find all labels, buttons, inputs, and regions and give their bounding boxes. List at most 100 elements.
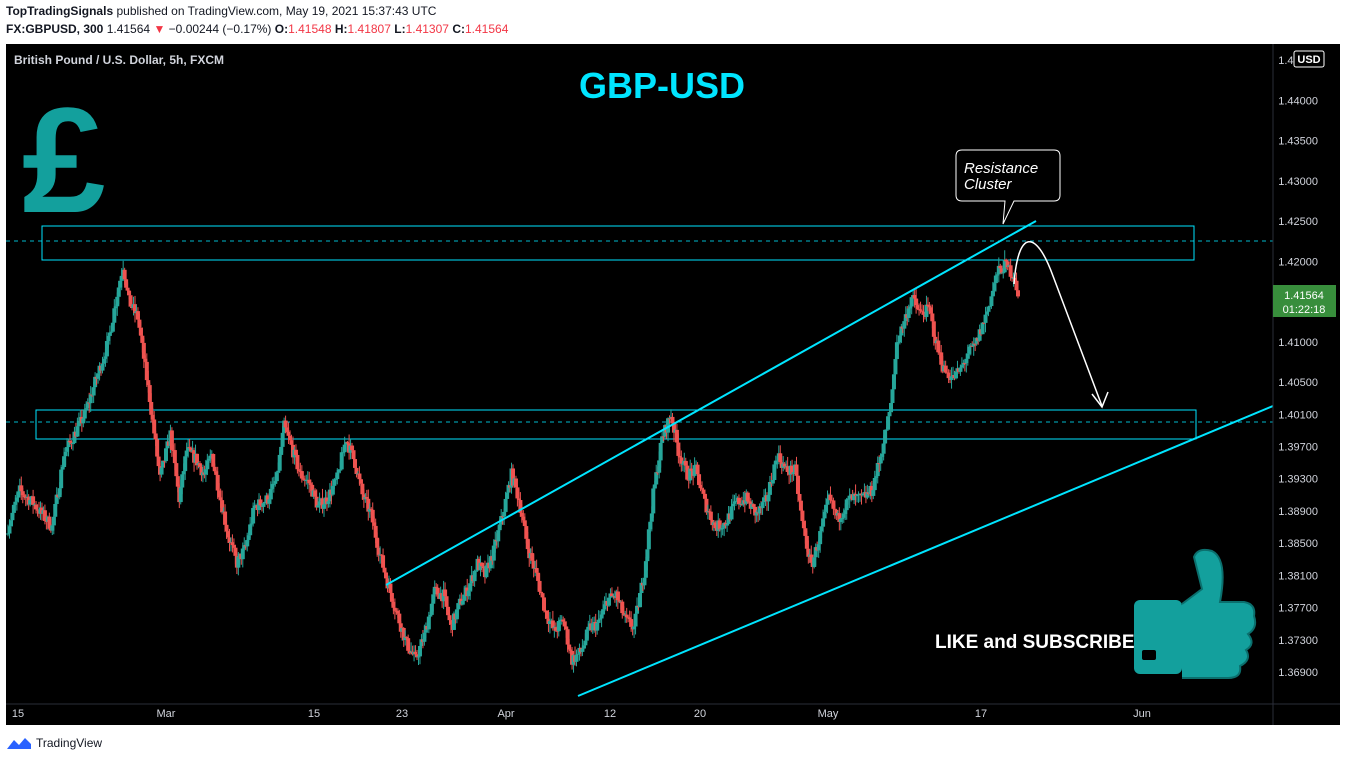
candle-body [110, 322, 115, 332]
candle-body [925, 304, 930, 307]
candle-body [666, 418, 671, 433]
candle-body [472, 570, 477, 582]
candle-body [609, 593, 614, 597]
lower-channel-line[interactable] [577, 405, 1274, 697]
candle-body [474, 570, 479, 572]
candle-body [654, 472, 659, 485]
candle-body [890, 389, 895, 403]
candle-body [397, 613, 402, 624]
candle-body [844, 499, 849, 511]
price-tick-label: 1.39700 [1278, 442, 1318, 454]
candle-body [1001, 272, 1006, 274]
publish-info: TopTradingSignals published on TradingVi… [6, 4, 436, 18]
candle-body [415, 654, 420, 658]
candle-body [643, 561, 648, 578]
candle-body [887, 411, 892, 417]
candle-body [413, 651, 418, 655]
publisher-name[interactable]: TopTradingSignals [6, 4, 114, 18]
candle-body [753, 506, 758, 516]
candle-body [314, 496, 319, 508]
candle-body [918, 309, 923, 311]
projection-arrow [1013, 241, 1103, 407]
candle-body [479, 562, 484, 567]
candle-body [503, 498, 508, 512]
candle-body [10, 512, 15, 521]
upper-channel-line[interactable] [385, 220, 1037, 586]
candle-body [76, 420, 81, 427]
candle-body [295, 454, 300, 470]
footer-brand[interactable]: TradingView [36, 736, 103, 750]
candle-body [233, 547, 238, 556]
candle-body [729, 506, 734, 520]
candle-body [42, 510, 47, 521]
candle-body [13, 501, 18, 505]
candle-body [293, 449, 298, 455]
candle-body [280, 432, 285, 447]
candle-body [986, 306, 991, 312]
candle-body [984, 311, 989, 315]
candle-body [351, 450, 356, 460]
candle-body [928, 307, 933, 314]
candle-body [865, 492, 870, 498]
candle-body [6, 533, 10, 535]
candle-body [813, 547, 818, 558]
candle-body [180, 474, 185, 488]
candle-body [184, 450, 189, 457]
candle-body [886, 416, 891, 430]
candle-body [537, 580, 542, 592]
price-axis[interactable]: 1.36900 1.37300 1.37700 1.38100 1.38500 1.389… [1272, 44, 1318, 725]
candle-body [924, 304, 929, 318]
cta-text: LIKE and SUBSCRIBE [935, 632, 1135, 653]
candle-body [606, 597, 611, 606]
price-tick-label: 1.39300 [1278, 474, 1318, 486]
candle-body [651, 488, 656, 514]
price-tick-label: 1.37300 [1278, 635, 1318, 647]
candle-body [248, 524, 253, 536]
candle-body [624, 614, 629, 618]
candle-body [100, 363, 105, 371]
candle-body [391, 601, 396, 608]
candle-body [518, 500, 523, 513]
candle-body [946, 372, 951, 379]
candle-body [939, 352, 944, 365]
candle-body [1014, 280, 1019, 291]
candle-body [965, 353, 970, 359]
chart-area[interactable]: Resistance Cluster British Pound / U.S. … [6, 44, 1340, 725]
candle-body [995, 274, 1000, 276]
time-axis[interactable]: 15 Mar 15 23 Apr 12 20 May 17 Jun [6, 703, 1340, 720]
candle-body [65, 447, 70, 452]
price-tick-label: 1.36900 [1278, 667, 1318, 679]
candle-body [285, 427, 290, 432]
candle-body [376, 547, 381, 555]
candle-body [174, 463, 179, 477]
candle-body [370, 509, 375, 523]
candle-body [1008, 265, 1013, 277]
time-tick-label: 12 [604, 708, 616, 720]
candle-body [685, 465, 690, 480]
candle-body [943, 365, 948, 373]
candle-body [150, 414, 155, 420]
candle-body [679, 457, 684, 464]
candle-body [695, 464, 700, 475]
candle-body [218, 497, 223, 501]
candle-body [333, 479, 338, 481]
chart-canvas[interactable]: Resistance Cluster British Pound / U.S. … [6, 44, 1340, 725]
candle-body [336, 469, 341, 473]
candle-body [289, 440, 294, 445]
currency-badge[interactable]: USD [1293, 50, 1325, 68]
candle-body [112, 308, 117, 323]
candle-body [384, 572, 389, 579]
price-tick-label: 1.38900 [1278, 506, 1318, 518]
candle-body [646, 529, 651, 550]
candle-body [539, 591, 544, 594]
candle-body [159, 467, 164, 475]
candle-body [342, 444, 347, 453]
candle-body [583, 640, 588, 646]
candle-body [481, 566, 486, 569]
candle-body [760, 502, 765, 509]
candle-body [271, 483, 276, 485]
candle-body [28, 500, 33, 505]
candle-body [478, 562, 483, 570]
candle-body [68, 440, 73, 443]
candle-body [153, 433, 158, 440]
